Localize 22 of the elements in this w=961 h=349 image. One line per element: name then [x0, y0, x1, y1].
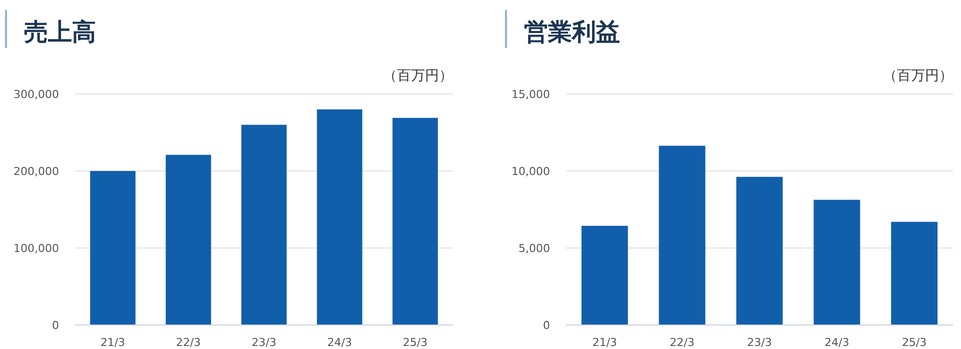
y-tick-label: 0 — [543, 319, 550, 332]
y-tick-label: 200,000 — [14, 165, 59, 178]
y-tick-label: 100,000 — [14, 242, 59, 255]
y-tick-label: 300,000 — [14, 88, 59, 101]
y-axis-title: （百万円） — [383, 68, 453, 84]
x-tick-label: 22/3 — [670, 336, 694, 349]
y-tick-label: 5,000 — [518, 242, 550, 255]
y-tick-label: 15,000 — [512, 88, 550, 101]
x-tick-label: 22/3 — [176, 336, 201, 349]
y-tick-label: 10,000 — [512, 165, 550, 178]
x-tick-label: 23/3 — [747, 336, 772, 349]
x-tick-label: 21/3 — [100, 336, 126, 349]
chart-title: 営業利益 — [524, 18, 620, 46]
x-tick-label: 21/3 — [592, 336, 618, 349]
x-tick-label: 25/3 — [902, 336, 927, 349]
x-tick-label: 23/3 — [252, 336, 276, 349]
x-tick-label: 24/3 — [824, 336, 850, 349]
x-tick-label: 25/3 — [402, 336, 428, 349]
y-axis-title: （百万円） — [883, 68, 953, 84]
chart-title: 売上高 — [24, 18, 96, 46]
y-tick-label: 0 — [52, 319, 59, 332]
x-tick-label: 24/3 — [327, 336, 352, 349]
